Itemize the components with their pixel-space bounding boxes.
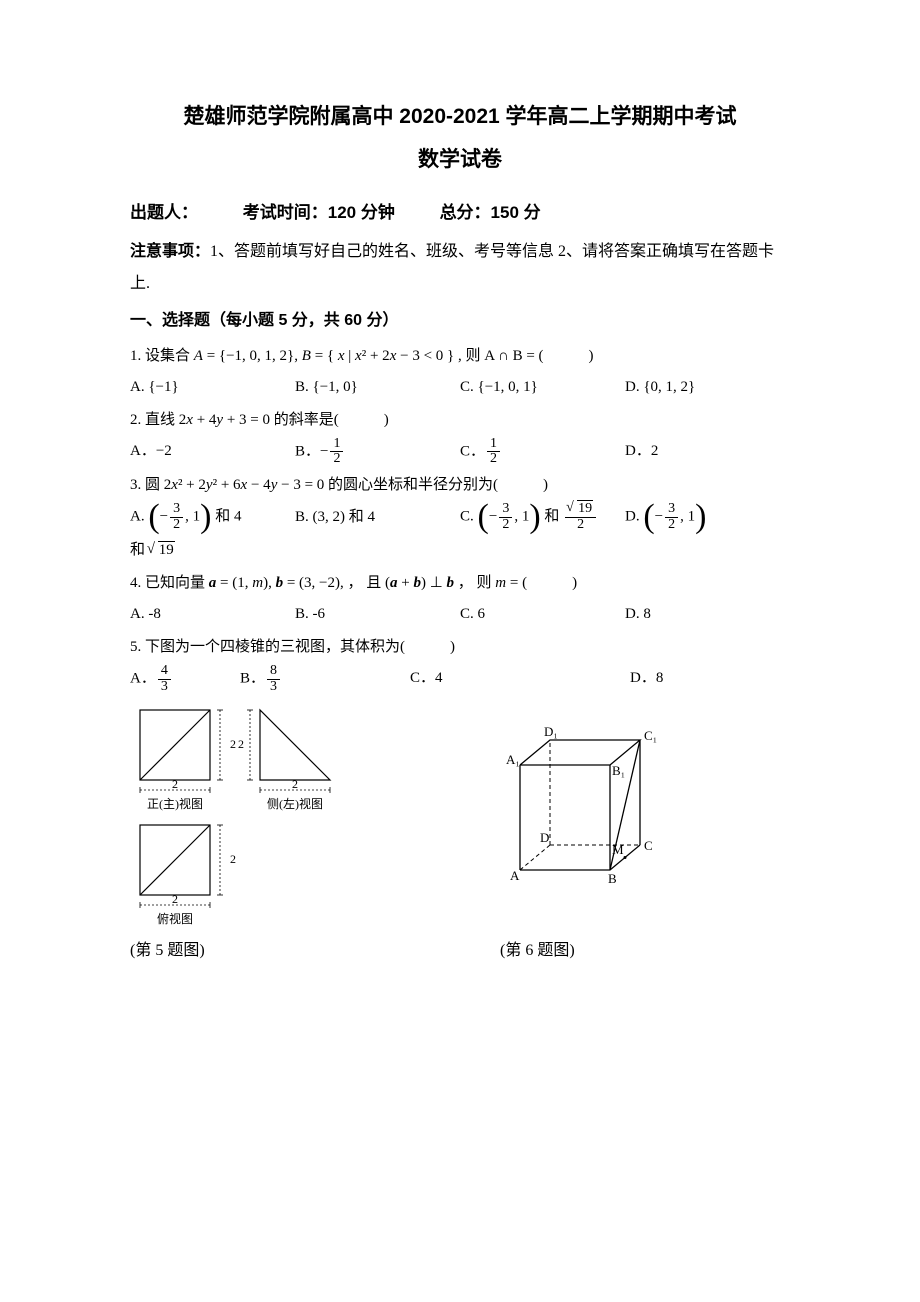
question-1: 1. 设集合 A = {−1, 0, 1, 2}, B = { x | x² +… [130,340,790,373]
q2-options: A．−2 B．−12 C．12 D．2 [130,437,790,467]
q1-opt-d: D. {0, 1, 2} [625,373,790,402]
svg-text:A: A [510,868,520,883]
svg-text:D: D [540,830,549,845]
q3-opt-d: D. (−32, 1) [625,502,790,532]
fig5-caption: (第 5 题图) [130,936,500,966]
notice-label: 注意事项： [130,243,210,260]
q3-opt-b: B. (3, 2) 和 4 [295,503,460,532]
figures-row: 2 正(主)视图 2 2 [130,700,790,930]
svg-text:侧(左)视图: 侧(左)视图 [267,796,323,811]
q4-opt-b: B. -6 [295,600,460,629]
q2-opt-d: D．2 [625,437,790,467]
question-4: 4. 已知向量 a = (1, m), b = (3, −2), ， 且 (a … [130,567,790,600]
q4-opt-d: D. 8 [625,600,790,629]
svg-text:2: 2 [292,777,298,791]
q5-options: A．43 B．83 C．4 D．8 [130,664,790,694]
q1-stem-pre: 1. 设集合 [130,348,194,364]
svg-text:2: 2 [230,852,236,866]
question-2: 2. 直线 2x + 4y + 3 = 0 的斜率是( ) [130,404,790,437]
score-label: 总分：150 分 [440,203,541,222]
exam-page: 楚雄师范学院附属高中 2020-2021 学年高二上学期期中考试 数学试卷 出题… [0,0,920,1027]
exam-subtitle: 数学试卷 [130,140,790,180]
question-5: 5. 下图为一个四棱锥的三视图，其体积为( ) [130,631,790,664]
q5-opt-d: D．8 [630,664,790,694]
svg-text:2: 2 [172,777,178,791]
exam-title: 楚雄师范学院附属高中 2020-2021 学年高二上学期期中考试 [130,100,790,134]
svg-text:M: M [612,842,624,857]
q3-opt-c: C. (−32, 1) 和 192 [460,502,625,532]
notice: 注意事项：1、答题前填写好自己的姓名、班级、考号等信息 2、请将答案正确填写在答… [130,236,790,300]
figure-6: A B C D A₁ B₁ C₁ D₁ M [500,700,700,930]
svg-text:A₁: A₁ [506,752,520,767]
q1-opt-c: C. {−1, 0, 1} [460,373,625,402]
q2-opt-a: A．−2 [130,437,295,467]
figure-captions: (第 5 题图) (第 6 题图) [130,936,790,966]
q4-opt-a: A. -8 [130,600,295,629]
svg-text:正(主)视图: 正(主)视图 [147,796,203,811]
q1-opt-a: A. {−1} [130,373,295,402]
svg-text:D₁: D₁ [544,724,558,739]
svg-text:B: B [608,871,617,886]
notice-body: 1、答题前填写好自己的姓名、班级、考号等信息 2、请将答案正确填写在答题卡上. [130,243,774,292]
fig6-caption: (第 6 题图) [500,936,575,966]
svg-text:2: 2 [230,737,236,751]
svg-text:C: C [644,838,653,853]
q5-opt-b: B．83 [240,664,410,694]
time-label: 考试时间：120 分钟 [243,203,395,222]
cube-svg: A B C D A₁ B₁ C₁ D₁ M [500,720,680,890]
q5-opt-c: C．4 [410,664,630,694]
svg-text:2: 2 [238,737,244,751]
question-3: 3. 圆 2x² + 2y² + 6x − 4y − 3 = 0 的圆心坐标和半… [130,469,790,502]
svg-text:2: 2 [172,892,178,906]
q1-stem-post: , 则 A ∩ B = ( ) [454,348,593,364]
svg-text:俯视图: 俯视图 [157,911,193,926]
q5-opt-a: A．43 [130,664,240,694]
q3-opt-a: A. (−32, 1) 和 4 [130,502,295,532]
three-views-svg: 2 正(主)视图 2 2 [130,700,380,930]
svg-text:B₁: B₁ [612,763,625,778]
q3-options: A. (−32, 1) 和 4 B. (3, 2) 和 4 C. (−32, 1… [130,502,790,532]
q2-opt-b: B．−12 [295,437,460,467]
q4-opt-c: C. 6 [460,600,625,629]
svg-text:C₁: C₁ [644,728,657,743]
q2-opt-c: C．12 [460,437,625,467]
exam-info-line: 出题人： 考试时间：120 分钟 总分：150 分 [130,197,790,229]
q4-options: A. -8 B. -6 C. 6 D. 8 [130,600,790,629]
author-label: 出题人： [130,203,198,222]
q1-options: A. {−1} B. {−1, 0} C. {−1, 0, 1} D. {0, … [130,373,790,402]
q1-opt-b: B. {−1, 0} [295,373,460,402]
section-1-head: 一、选择题（每小题 5 分，共 60 分） [130,306,790,336]
figure-5: 2 正(主)视图 2 2 [130,700,390,930]
q3-tail: 和 19 [130,534,790,567]
